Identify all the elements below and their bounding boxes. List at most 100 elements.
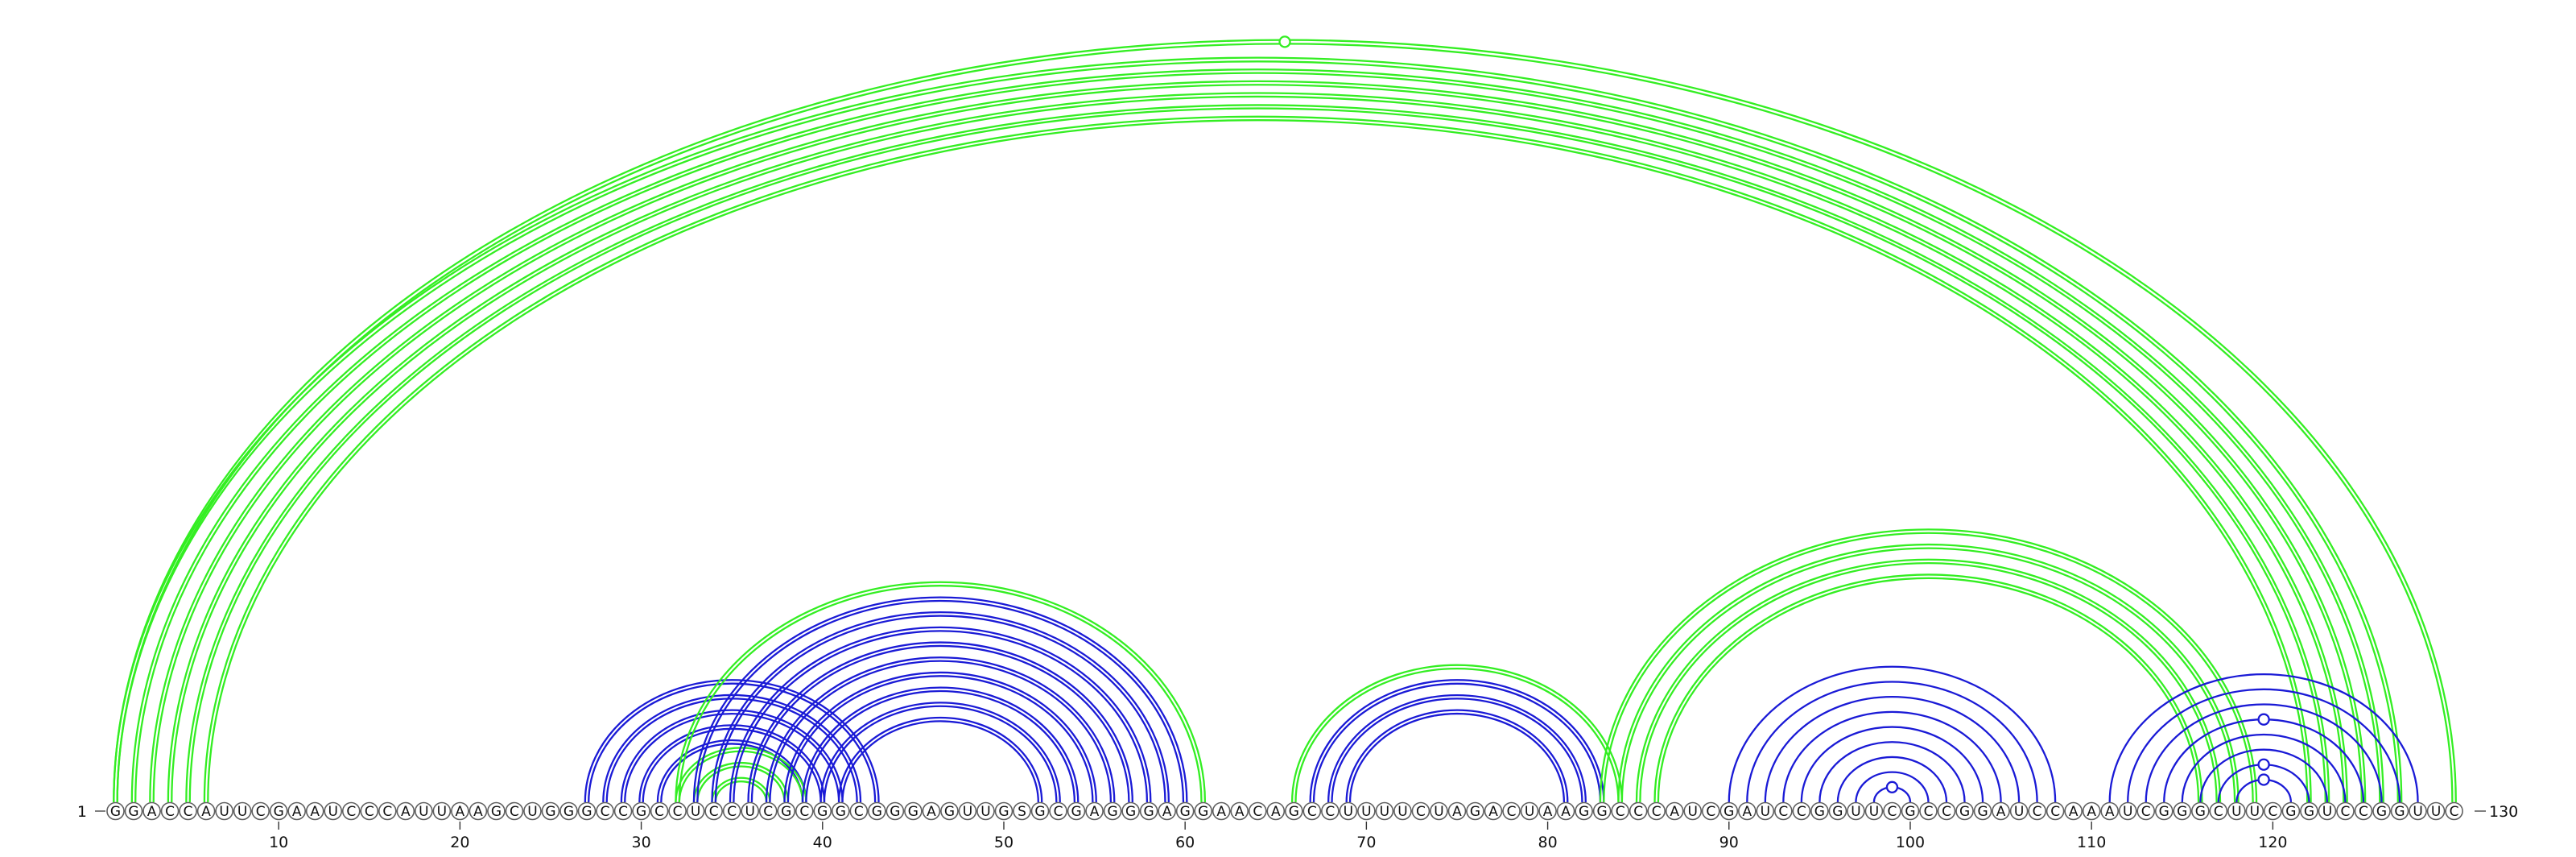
arc-117-122-marker (2257, 758, 2270, 771)
nucleotide-55-circle (1085, 801, 1104, 821)
arc-6-122-strand-1 (207, 119, 2309, 803)
nucleotide-89-letter: C (1706, 804, 1715, 820)
nucleotide-5-letter: C (184, 804, 193, 820)
nucleotide-109-circle (2064, 801, 2083, 821)
nucleotide-52-circle (1030, 801, 1050, 821)
nucleotide-36-circle (741, 801, 760, 821)
nucleotide-16-circle (378, 801, 397, 821)
nucleotide-40-letter: G (817, 804, 828, 820)
nucleotide-75-letter: A (1452, 804, 1462, 820)
nucleotide-2-circle (124, 801, 143, 821)
nucleotide-9-letter: C (256, 804, 266, 820)
nucleotide-41-circle (832, 801, 850, 821)
nucleotide-48-letter: U (963, 804, 972, 820)
nucleotide-26-circle (559, 801, 578, 821)
nucleotide-44-letter: G (890, 804, 900, 820)
nucleotide-13-letter: U (328, 804, 338, 820)
nucleotide-35-letter: C (727, 804, 737, 820)
nucleotide-42-circle (849, 801, 869, 821)
nucleotide-34-letter: C (709, 804, 719, 820)
arc-1-127-strand-2 (113, 56, 2403, 803)
nucleotide-28-letter: C (601, 804, 610, 820)
arc-31-39-strand-2 (656, 739, 807, 803)
nucleotide-3-letter: A (147, 804, 157, 820)
nucleotide-106-circle (2009, 801, 2029, 821)
arc-85-117-strand-1 (1639, 561, 2218, 803)
arc-67-83-strand-1 (1312, 682, 1602, 803)
arc-66-84-strand-2 (1290, 664, 1624, 803)
nucleotide-126-circle (2372, 801, 2391, 821)
nucleotide-122-circle (2300, 801, 2318, 821)
nucleotide-56-letter: G (1108, 804, 1118, 820)
arc-4-124-strand-2 (167, 92, 2348, 803)
arc-35-58-strand-1 (733, 630, 1149, 803)
nucleotide-42-letter: C (854, 804, 864, 820)
nucleotide-50-letter: G (998, 804, 1009, 820)
arc-32-61-strand-2 (675, 581, 1207, 803)
nucleotide-87-circle (1665, 801, 1684, 821)
nucleotide-85-letter: C (1633, 804, 1643, 820)
nucleotide-102-circle (1937, 801, 1956, 821)
nucleotide-23-circle (505, 801, 524, 821)
nucleotide-8-letter: U (237, 804, 247, 820)
nucleotide-126-letter: G (2376, 804, 2387, 820)
nucleotide-12-circle (305, 801, 324, 821)
nucleotide-64-letter: C (1253, 804, 1262, 820)
nucleotide-121-circle (2281, 801, 2301, 821)
arc-38-55-strand-1 (786, 675, 1094, 803)
nucleotide-52-letter: G (1034, 804, 1045, 820)
arc-36-57-strand-2 (747, 641, 1133, 803)
arc-91-107 (1746, 681, 2038, 803)
nucleotide-59-circle (1158, 801, 1176, 821)
arc-83-119-strand-2 (1599, 528, 2258, 803)
nucleotide-39-letter: C (799, 804, 809, 820)
nucleotide-78-circle (1502, 801, 1521, 821)
nucleotide-32-letter: C (673, 804, 683, 820)
nucleotide-105-letter: A (1996, 804, 2006, 820)
nucleotide-108-circle (2046, 801, 2065, 821)
nucleotide-93-circle (1774, 801, 1793, 821)
nucleotide-79-circle (1520, 801, 1539, 821)
arc-34-59-strand-1 (714, 615, 1166, 803)
nucleotide-30-letter: G (636, 804, 646, 820)
nucleotide-1-letter: G (110, 804, 121, 820)
nucleotide-83-letter: G (1597, 804, 1608, 820)
nucleotide-53-letter: C (1054, 804, 1063, 820)
nucleotide-94-circle (1792, 801, 1811, 821)
nucleotide-19-letter: U (437, 804, 447, 820)
nucleotide-11-circle (287, 801, 307, 821)
nucleotide-125-letter: C (2359, 804, 2368, 820)
arc-36-57-strand-1 (750, 644, 1130, 803)
nucleotide-61-circle (1194, 801, 1212, 821)
nucleotide-38-letter: G (781, 804, 791, 820)
arc-2-126-strand-2 (130, 68, 2384, 803)
nucleotide-43-circle (868, 801, 886, 821)
nucleotide-127-letter: G (2394, 804, 2405, 820)
nucleotide-14-circle (341, 801, 361, 821)
nucleotide-35-circle (722, 801, 741, 821)
nucleotide-62-circle (1212, 801, 1231, 821)
arc-112-127 (2127, 688, 2401, 803)
arc-39-54-strand-1 (805, 689, 1076, 803)
nucleotide-111-circle (2100, 801, 2119, 821)
nucleotide-115-letter: G (2177, 804, 2187, 820)
nucleotide-83-circle (1592, 801, 1612, 821)
nucleotide-74-letter: U (1434, 804, 1443, 820)
nucleotide-116-letter: G (2195, 804, 2206, 820)
arc-27-43-strand-2 (584, 679, 880, 803)
nucleotide-66-circle (1285, 801, 1303, 821)
nucleotide-33-circle (686, 801, 705, 821)
nucleotide-113-circle (2136, 801, 2156, 821)
nucleotide-3-circle (142, 801, 161, 821)
tick-label-100: 100 (1896, 834, 1925, 851)
nucleotide-81-letter: A (1561, 804, 1571, 820)
arc-83-119-strand-1 (1603, 532, 2254, 803)
nucleotide-24-circle (523, 801, 542, 821)
nucleotide-2-letter: G (128, 804, 138, 820)
nucleotide-59-letter: A (1162, 804, 1172, 820)
arc-39-54-strand-2 (801, 686, 1080, 803)
arc-1-130-strand-2 (113, 39, 2457, 803)
nucleotide-20-circle (451, 801, 469, 821)
nucleotide-21-circle (469, 801, 488, 821)
nucleotide-128-circle (2409, 801, 2427, 821)
